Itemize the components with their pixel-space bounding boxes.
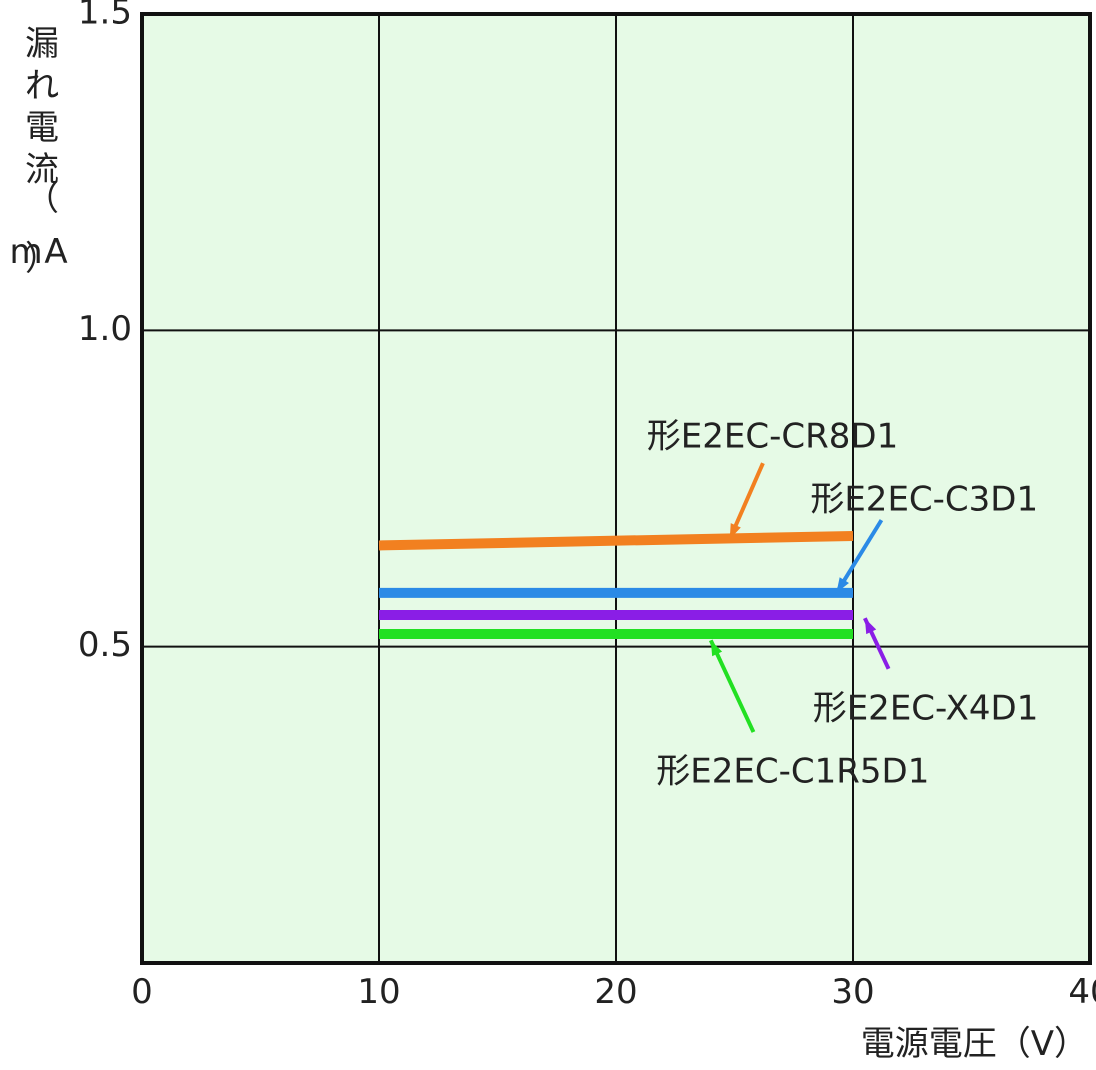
series-label-1: 形E2EC-C3D1 (810, 480, 1038, 520)
annotation-arrowhead-3 (710, 640, 723, 657)
series-label-3: 形E2EC-C1R5D1 (656, 752, 929, 792)
annotation-arrowhead-0 (729, 523, 741, 540)
x-tick-label: 30 (831, 972, 874, 1012)
y-tick-label: 1.0 (78, 309, 132, 349)
grid (142, 14, 1090, 963)
plot-frame (140, 12, 1092, 965)
annotation-arrowhead-2 (864, 618, 877, 635)
x-tick-label: 0 (131, 972, 153, 1012)
series-label-0: 形E2EC-CR8D1 (647, 416, 898, 456)
annotation-arrow-3 (708, 639, 756, 733)
y-axis-title: 漏れ電流（ mA） (9, 24, 67, 279)
x-tick-label: 20 (594, 972, 637, 1012)
x-tick-label: 10 (357, 972, 400, 1012)
series-label-2: 形E2EC-X4D1 (813, 688, 1039, 728)
x-tick-label: 40 (1068, 972, 1096, 1012)
annotation-arrowhead-1 (836, 577, 849, 593)
tick-labels: 0 10 20 30 40 0.5 1.0 1.5 (78, 0, 1096, 1012)
x-axis-title: 電源電圧（V） (861, 1024, 1088, 1064)
series-layer (378, 530, 854, 640)
y-tick-label: 0.5 (78, 625, 132, 665)
axis-titles: 電源電圧（V） 漏れ電流（ mA） (9, 24, 1088, 1064)
series-line-0 (378, 530, 854, 551)
y-tick-label: 1.5 (78, 0, 132, 33)
annotation-layer: 形E2EC-CR8D1 形E2EC-C3D1 形E2EC-X4D1 形E2EC-C1R… (647, 416, 1039, 791)
